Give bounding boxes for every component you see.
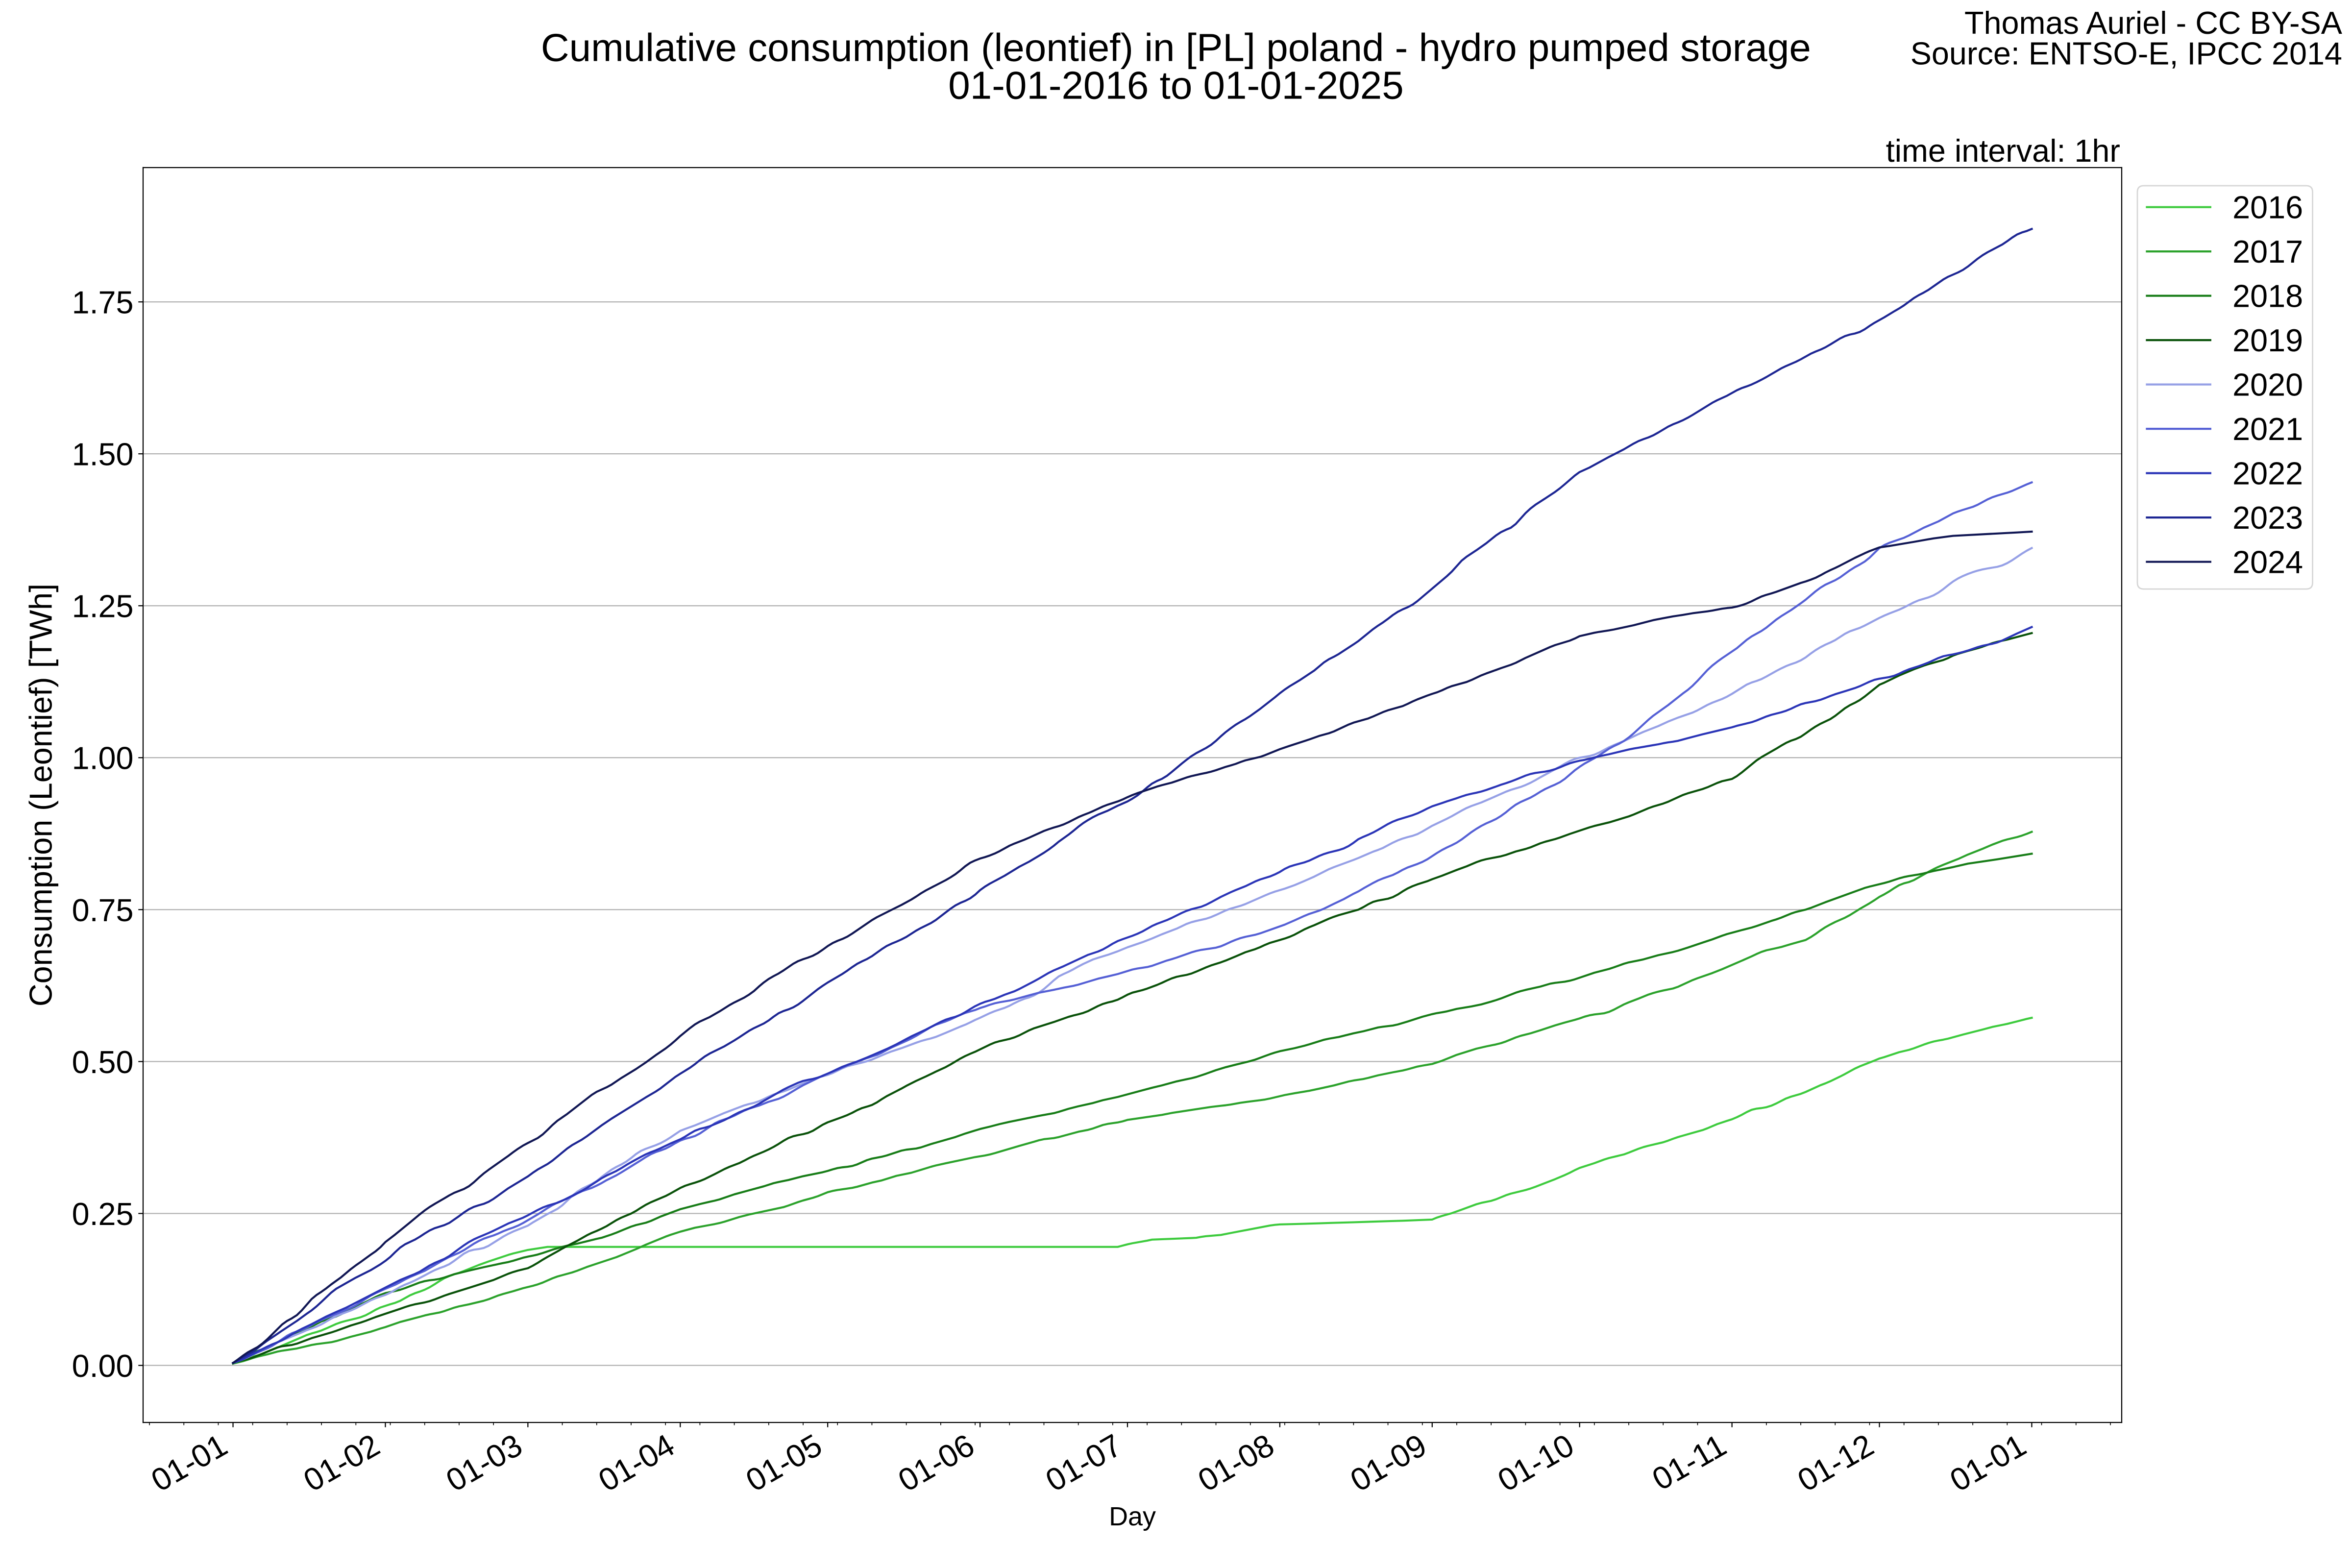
svg-text:2016: 2016 — [2232, 189, 2303, 225]
svg-text:1.50: 1.50 — [72, 437, 134, 472]
svg-text:2024: 2024 — [2232, 544, 2303, 580]
svg-text:Cumulative consumption (leonti: Cumulative consumption (leontief) in [PL… — [541, 26, 1811, 70]
svg-text:1.25: 1.25 — [72, 588, 134, 624]
svg-text:01-01-2016 to 01-01-2025: 01-01-2016 to 01-01-2025 — [948, 64, 1403, 107]
svg-text:1.75: 1.75 — [72, 285, 134, 320]
svg-text:Thomas Auriel - CC BY-SA: Thomas Auriel - CC BY-SA — [1964, 5, 2343, 41]
svg-text:0.50: 0.50 — [72, 1044, 134, 1080]
svg-text:2021: 2021 — [2232, 411, 2303, 447]
svg-text:Day: Day — [1109, 1502, 1156, 1531]
svg-text:0.25: 0.25 — [72, 1196, 134, 1232]
svg-text:2023: 2023 — [2232, 500, 2303, 536]
svg-text:Consumption (Leontief) [TWh]: Consumption (Leontief) [TWh] — [23, 584, 58, 1006]
svg-text:0.75: 0.75 — [72, 892, 134, 928]
svg-text:2019: 2019 — [2232, 322, 2303, 358]
svg-text:2022: 2022 — [2232, 455, 2303, 491]
svg-text:2017: 2017 — [2232, 234, 2303, 270]
svg-text:Source: ENTSO-E, IPCC 2014: Source: ENTSO-E, IPCC 2014 — [1911, 36, 2342, 72]
svg-text:1.00: 1.00 — [72, 740, 134, 776]
svg-text:time interval: 1hr: time interval: 1hr — [1886, 133, 2120, 169]
svg-text:2020: 2020 — [2232, 367, 2303, 402]
svg-text:2018: 2018 — [2232, 278, 2303, 314]
svg-text:0.00: 0.00 — [72, 1348, 134, 1384]
